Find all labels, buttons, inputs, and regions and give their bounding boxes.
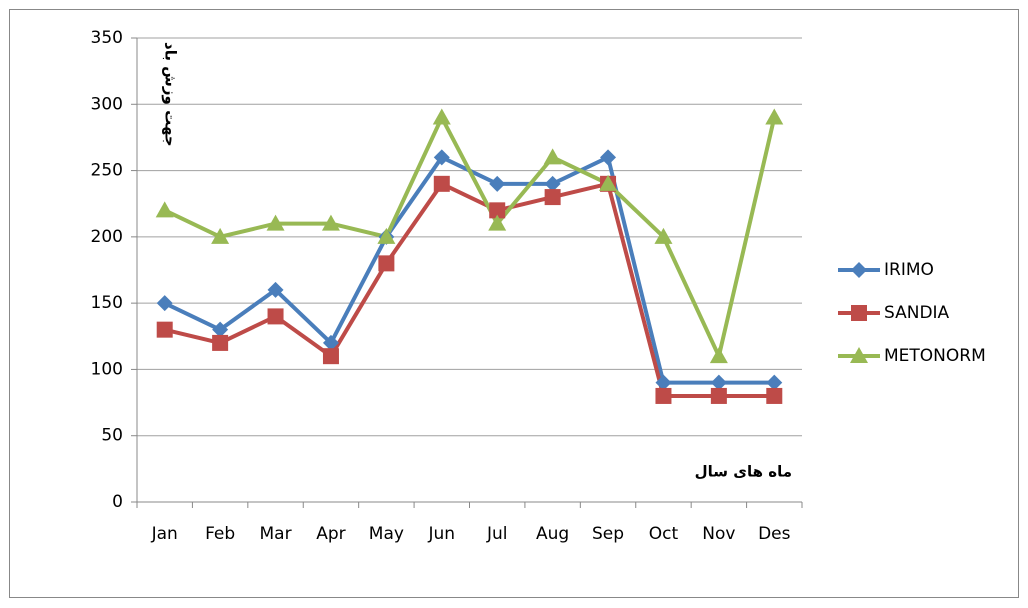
data-point — [156, 321, 173, 338]
data-point — [544, 175, 561, 192]
data-point — [543, 148, 562, 165]
y-tick-label: 150 — [91, 293, 123, 313]
data-point — [433, 149, 450, 166]
data-point — [321, 214, 340, 231]
y-tick-label: 350 — [91, 28, 123, 48]
legend-label: METONORM — [884, 346, 986, 366]
data-point — [433, 175, 450, 192]
data-point — [489, 202, 506, 219]
legend-marker — [851, 262, 867, 278]
data-point — [211, 227, 230, 244]
data-point — [155, 201, 174, 218]
data-point — [432, 108, 451, 125]
data-point — [267, 308, 284, 325]
data-point — [322, 348, 339, 365]
data-point — [156, 295, 173, 312]
data-point — [710, 374, 727, 391]
legend-label: IRIMO — [884, 260, 934, 280]
data-point — [212, 321, 229, 338]
series-line — [163, 115, 777, 359]
data-point — [544, 189, 561, 206]
x-tick-label: May — [369, 524, 404, 544]
x-axis-title: ماه های سال — [695, 463, 792, 481]
data-point — [267, 281, 284, 298]
x-tick-label: Jul — [486, 524, 508, 544]
x-tick-label: Mar — [260, 524, 292, 544]
x-tick-label: Nov — [702, 524, 735, 544]
legend-marker — [850, 347, 868, 363]
x-tick-label: Des — [758, 524, 791, 544]
data-point — [709, 347, 728, 364]
data-point — [322, 334, 339, 351]
series-line — [164, 181, 775, 398]
x-tick-label: Apr — [316, 524, 345, 544]
data-point — [766, 387, 783, 404]
data-point — [599, 174, 618, 191]
data-point — [488, 214, 507, 231]
y-tick-label: 50 — [101, 426, 123, 446]
legend-marker — [851, 305, 867, 321]
y-tick-label: 250 — [91, 161, 123, 181]
x-tick-label: Sep — [592, 524, 624, 544]
data-point — [654, 227, 673, 244]
data-point — [600, 149, 617, 166]
data-point — [655, 374, 672, 391]
data-point — [377, 227, 396, 244]
y-tick-label: 300 — [91, 94, 123, 114]
y-tick-label: 100 — [91, 359, 123, 379]
legend-label: SANDIA — [884, 303, 950, 323]
y-axis-title: جهت وزش باد — [162, 42, 180, 147]
data-point — [266, 214, 285, 231]
y-tick-label: 200 — [91, 227, 123, 247]
x-tick-label: Jan — [151, 524, 178, 544]
data-point — [710, 387, 727, 404]
data-point — [212, 334, 229, 351]
data-point — [489, 175, 506, 192]
data-point — [766, 374, 783, 391]
data-point — [655, 387, 672, 404]
x-tick-label: Aug — [536, 524, 569, 544]
data-point — [765, 108, 784, 125]
x-tick-label: Jun — [428, 524, 456, 544]
x-tick-label: Feb — [205, 524, 235, 544]
y-tick-label: 0 — [112, 492, 123, 512]
x-tick-label: Oct — [649, 524, 679, 544]
data-point — [378, 255, 395, 272]
